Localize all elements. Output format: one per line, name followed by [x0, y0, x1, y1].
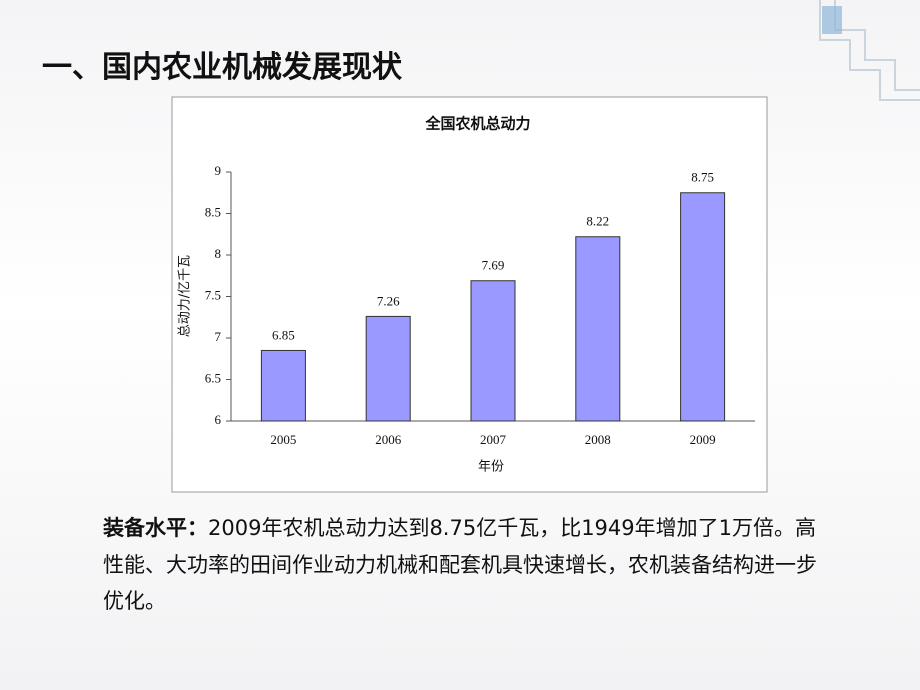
bar [680, 192, 726, 422]
decoration [819, 0, 920, 101]
y-tick-label: 7.5 [205, 287, 221, 302]
bar [260, 349, 306, 422]
y-tick-label: 8.5 [205, 204, 221, 219]
x-tick-label: 2009 [690, 432, 716, 447]
paragraph: 装备水平：2009年农机总动力达到8.75亿千瓦，比1949年增加了1万倍。高性… [103, 510, 825, 620]
x-tick-label: 2007 [480, 432, 507, 447]
chart-frame [171, 96, 768, 493]
data-label: 8.22 [586, 214, 609, 229]
x-axis-label: 年份 [478, 460, 504, 475]
data-label: 7.26 [377, 293, 400, 308]
y-axis-label: 总动力/亿千瓦 [178, 255, 193, 337]
x-tick-label: 2005 [270, 432, 296, 447]
chart-title: 全国农机总动力 [424, 115, 530, 133]
y-tick-label: 6 [215, 412, 222, 427]
bar [575, 236, 621, 422]
y-tick-label: 8 [215, 246, 222, 261]
bar [470, 280, 516, 422]
y-tick-label: 7 [215, 329, 222, 344]
slide-title: 一、国内农业机械发展现状 [42, 50, 402, 85]
y-tick-label: 9 [215, 163, 222, 178]
chart: 全国农机总动力 年份 总动力/亿千瓦 6 6.5 7 7.5 8 8.5 9 2005 6.85… [171, 96, 768, 493]
paragraph-body: 2009年农机总动力达到8.75亿千瓦，比1949年增加了1万倍。高性能、大功率… [103, 516, 817, 613]
paragraph-lead: 装备水平： [103, 516, 208, 540]
x-tick-label: 2008 [585, 432, 611, 447]
bar [365, 315, 411, 422]
x-tick-label: 2006 [375, 432, 402, 447]
data-label: 6.85 [272, 327, 295, 342]
y-tick-label: 6.5 [205, 370, 221, 385]
data-label: 8.75 [691, 170, 714, 185]
data-label: 7.69 [482, 258, 505, 273]
